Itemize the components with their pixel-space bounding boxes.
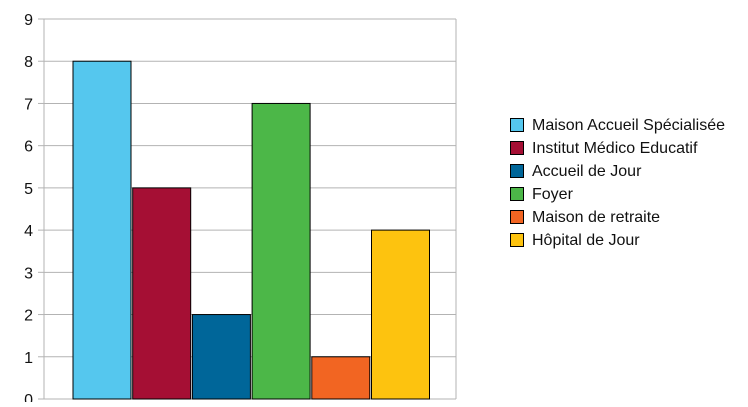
- y-tick-label-4: 4: [24, 223, 33, 240]
- y-tick-label-9: 9: [24, 12, 33, 29]
- legend-swatch-accueil-de-jour: [510, 164, 524, 178]
- bar-accueil-de-jour: [191, 314, 251, 400]
- legend-label-maison-accueil-specialisee: Maison Accueil Spécialisée: [532, 117, 725, 134]
- legend-label-foyer: Foyer: [532, 186, 573, 203]
- y-tick-label-0: 0: [24, 392, 33, 402]
- legend-item-institut-medico-educatif: Institut Médico Educatif: [510, 139, 746, 159]
- y-tick-label-1: 1: [24, 350, 33, 367]
- legend-label-hopital-de-jour: Hôpital de Jour: [532, 232, 640, 249]
- legend-item-accueil-de-jour: Accueil de Jour: [510, 162, 746, 182]
- legend-swatch-hopital-de-jour: [510, 233, 524, 247]
- legend-swatch-foyer: [510, 187, 524, 201]
- bar-institut-medico-educatif: [132, 187, 192, 400]
- bar-maison-de-retraite: [311, 356, 371, 400]
- legend-swatch-institut-medico-educatif: [510, 141, 524, 155]
- legend-swatch-maison-de-retraite: [510, 210, 524, 224]
- legend-swatch-maison-accueil-specialisee: [510, 118, 524, 132]
- y-tick-label-7: 7: [24, 96, 33, 113]
- legend-label-institut-medico-educatif: Institut Médico Educatif: [532, 140, 698, 157]
- bar-hopital-de-jour: [371, 229, 430, 400]
- bar-maison-accueil-specialisee: [72, 60, 132, 400]
- y-tick-label-3: 3: [24, 265, 33, 282]
- y-tick-label-5: 5: [24, 181, 33, 198]
- bar-foyer: [251, 102, 311, 400]
- y-tick-label-2: 2: [24, 308, 33, 325]
- legend-item-foyer: Foyer: [510, 185, 746, 205]
- chart-legend: Maison Accueil Spécialisée Institut Médi…: [510, 116, 746, 254]
- legend-item-maison-accueil-specialisee: Maison Accueil Spécialisée: [510, 116, 746, 136]
- y-tick-label-6: 6: [24, 139, 33, 156]
- legend-item-maison-de-retraite: Maison de retraite: [510, 208, 746, 228]
- legend-label-accueil-de-jour: Accueil de Jour: [532, 163, 642, 180]
- y-tick-label-8: 8: [24, 54, 33, 71]
- legend-item-hopital-de-jour: Hôpital de Jour: [510, 231, 746, 251]
- legend-label-maison-de-retraite: Maison de retraite: [532, 209, 661, 226]
